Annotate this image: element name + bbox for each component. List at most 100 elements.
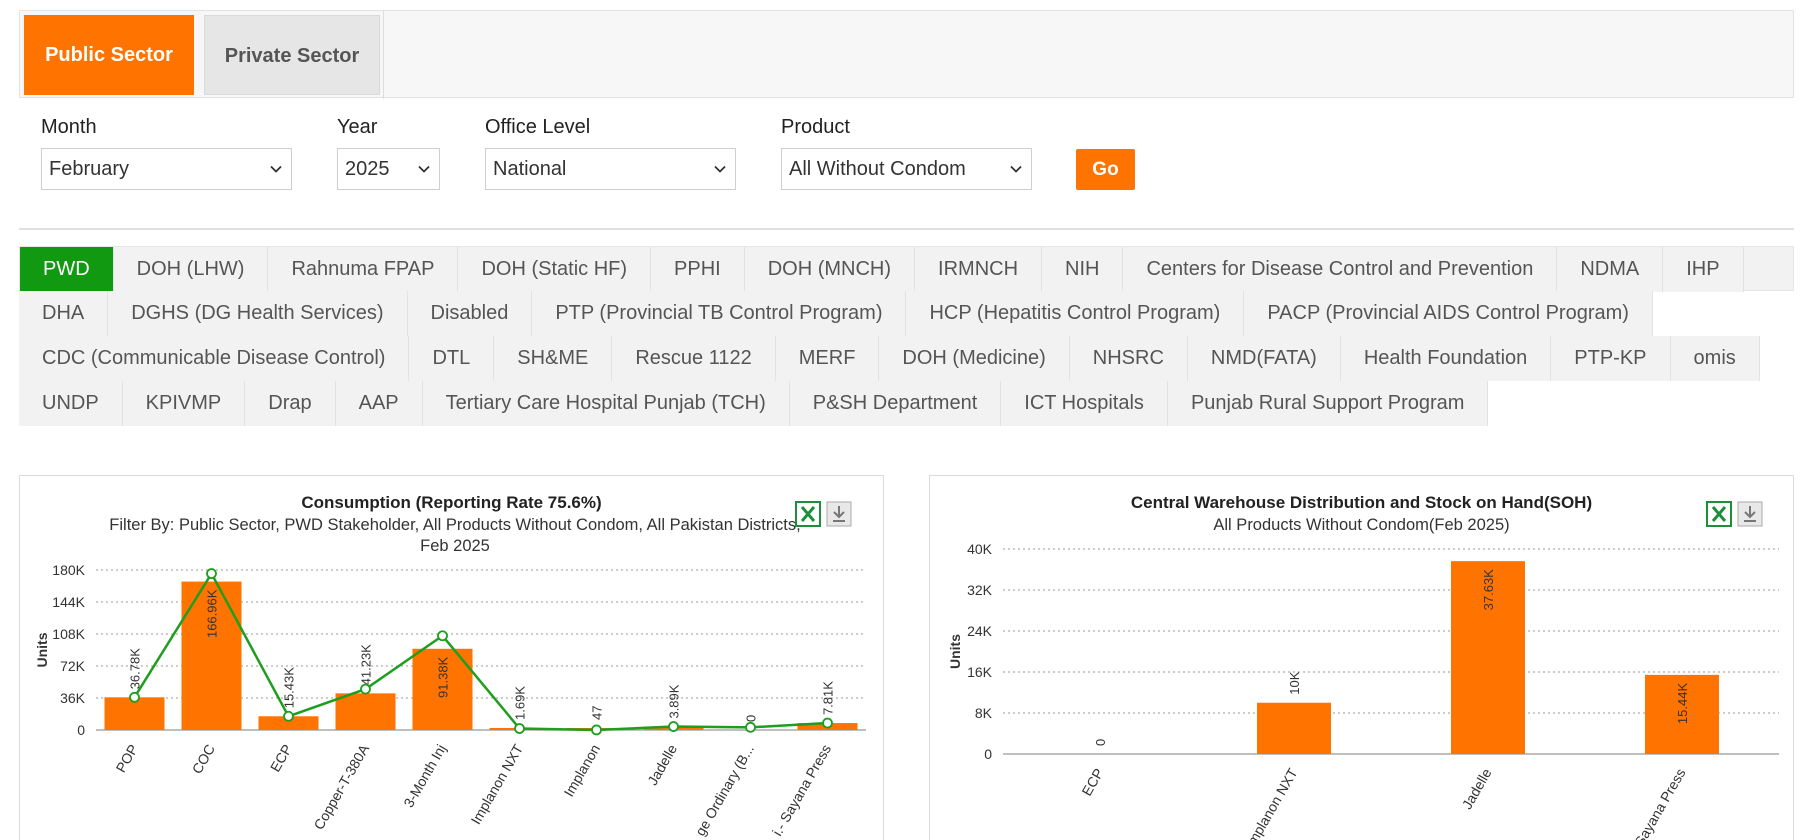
stakeholder-tabs: PWD DOH (LHW) Rahnuma FPAP DOH (Static HF) P… <box>19 246 1794 426</box>
x-tick-label: ECP <box>267 742 295 775</box>
stakeholder-tab[interactable]: P&SH Department <box>789 381 1002 426</box>
line-point <box>206 568 217 579</box>
stakeholder-tab[interactable]: PPHI <box>651 247 745 292</box>
data-label: 1.69K <box>513 686 528 720</box>
chart-subtitle: All Products Without Condom(Feb 2025) <box>1213 516 1510 534</box>
product-value: All Without Condom <box>789 158 966 180</box>
stakeholder-tab[interactable]: Rescue 1122 <box>612 336 776 381</box>
y-tick-label: 36K <box>60 690 86 706</box>
bar <box>104 697 165 730</box>
line-point <box>591 724 602 736</box>
y-tick-label: 0 <box>984 746 992 762</box>
stakeholder-tab[interactable]: Drap <box>245 381 336 426</box>
divider <box>383 11 384 99</box>
line-point <box>437 630 448 642</box>
stakeholder-tab[interactable]: Health Foundation <box>1340 336 1552 381</box>
stakeholder-tab[interactable]: omis <box>1670 336 1760 381</box>
bar <box>1645 674 1719 754</box>
data-label: 36.78K <box>128 648 143 690</box>
series-line <box>133 571 828 732</box>
stakeholder-tab[interactable]: NMD(FATA) <box>1187 336 1341 381</box>
line-point <box>283 710 294 722</box>
go-button[interactable]: Go <box>1076 149 1135 190</box>
stakeholder-tab[interactable]: DOH (Medicine) <box>879 336 1070 381</box>
stakeholder-tab[interactable]: Rahnuma FPAP <box>268 247 459 292</box>
stakeholder-tab[interactable]: PTP-KP <box>1551 336 1671 381</box>
chevron-down-icon <box>1010 165 1022 173</box>
y-tick-label: 108K <box>52 626 85 642</box>
bar <box>1257 702 1331 754</box>
chart-title: Central Warehouse Distribution and Stock… <box>1130 493 1593 512</box>
stakeholder-tab-row: UNDP KPIVMP Drap AAP Tertiary Care Hospital … <box>19 381 1794 426</box>
excel-export-icon[interactable] <box>1706 501 1732 527</box>
stakeholder-tab[interactable]: NHSRC <box>1069 336 1188 381</box>
stakeholder-tab[interactable]: CDC (Communicable Disease Control) <box>19 336 410 381</box>
download-icon[interactable] <box>1737 501 1763 527</box>
chevron-down-icon <box>418 165 430 173</box>
stakeholder-tab[interactable]: AAP <box>335 381 423 426</box>
stakeholder-tab[interactable]: HCP (Hepatitis Control Program) <box>906 291 1245 336</box>
office-level-label: Office Level <box>485 116 591 138</box>
consumption-chart: 0 36K 72K 108K 144K 180K Units 36.78K POP 166.96K… <box>34 562 866 839</box>
stakeholder-tab[interactable]: MERF <box>775 336 880 381</box>
stakeholder-tab[interactable]: Centers for Disease Control and Preventi… <box>1123 247 1558 292</box>
x-tick-label: i.- Sayana Press <box>769 742 834 839</box>
stakeholder-tab[interactable]: Tertiary Care Hospital Punjab (TCH) <box>422 381 790 426</box>
excel-export-icon[interactable] <box>795 501 821 527</box>
stakeholder-tab[interactable]: DHA <box>19 291 109 336</box>
stakeholder-tab[interactable]: PACP (Provincial AIDS Control Program) <box>1244 291 1653 336</box>
data-label: 37.63K <box>1481 569 1496 611</box>
line-point <box>129 691 140 703</box>
office-level-select[interactable]: National <box>485 148 736 190</box>
stakeholder-tab[interactable]: Disabled <box>407 291 533 336</box>
y-tick-label: 180K <box>52 562 85 578</box>
stakeholder-tab[interactable]: DTL <box>409 336 495 381</box>
data-label: 7.81K <box>821 681 836 715</box>
product-select[interactable]: All Without Condom <box>781 148 1032 190</box>
stakeholder-tab[interactable]: PTP (Provincial TB Control Program) <box>532 291 907 336</box>
data-label: 91.38K <box>436 656 451 698</box>
stakeholder-tab[interactable]: IRMNCH <box>915 247 1043 292</box>
bar <box>1451 561 1525 754</box>
x-tick-label: COC <box>189 742 218 777</box>
stakeholder-tab[interactable]: DOH (LHW) <box>113 247 269 292</box>
month-select[interactable]: February <box>41 148 292 190</box>
line-point <box>822 717 833 729</box>
stakeholder-tab[interactable]: KPIVMP <box>122 381 246 426</box>
y-tick-label: 0 <box>77 722 85 738</box>
stakeholder-tab[interactable]: UNDP <box>19 381 123 426</box>
chart-title: Consumption (Reporting Rate 75.6%) <box>301 493 602 512</box>
x-tick-label: POP <box>112 742 141 776</box>
line-point <box>668 721 679 732</box>
x-tick-label: Jadelle <box>1459 765 1495 812</box>
tab-private-sector[interactable]: Private Sector <box>204 15 380 95</box>
bar <box>335 693 396 730</box>
y-tick-label: 72K <box>60 658 86 674</box>
year-select[interactable]: 2025 <box>337 148 440 190</box>
data-label: 41.23K <box>359 644 374 686</box>
chevron-down-icon <box>270 165 282 173</box>
stakeholder-tab[interactable]: IHP <box>1663 247 1744 292</box>
stakeholder-tab[interactable]: ICT Hospitals <box>1001 381 1168 426</box>
stakeholder-tab[interactable]: NIH <box>1042 247 1124 292</box>
tab-public-sector[interactable]: Public Sector <box>24 15 194 95</box>
stakeholder-tab-row: CDC (Communicable Disease Control) DTL SH&… <box>19 336 1794 381</box>
y-tick-label: 40K <box>967 541 993 557</box>
year-label: Year <box>337 116 378 138</box>
stakeholder-tab[interactable]: SH&ME <box>494 336 613 381</box>
stakeholder-tab[interactable]: Punjab Rural Support Program <box>1167 381 1489 426</box>
data-label: 3.89K <box>667 684 682 718</box>
y-axis-label: Units <box>947 634 963 669</box>
y-axis-label: Units <box>34 632 50 667</box>
divider <box>19 228 1794 230</box>
office-level-value: National <box>493 158 567 180</box>
stakeholder-tab-row: PWD DOH (LHW) Rahnuma FPAP DOH (Static HF) P… <box>19 246 1794 292</box>
x-tick-label: ge Ordinary (B... <box>692 742 757 839</box>
stakeholder-tab[interactable]: DOH (Static HF) <box>458 247 652 292</box>
download-icon[interactable] <box>826 501 852 527</box>
chart-subtitle-line: Filter By: Public Sector, PWD Stakeholde… <box>109 516 801 534</box>
stakeholder-tab[interactable]: PWD <box>20 247 114 292</box>
stakeholder-tab[interactable]: DOH (MNCH) <box>744 247 916 292</box>
stakeholder-tab[interactable]: DGHS (DG Health Services) <box>108 291 408 336</box>
stakeholder-tab[interactable]: NDMA <box>1557 247 1664 292</box>
